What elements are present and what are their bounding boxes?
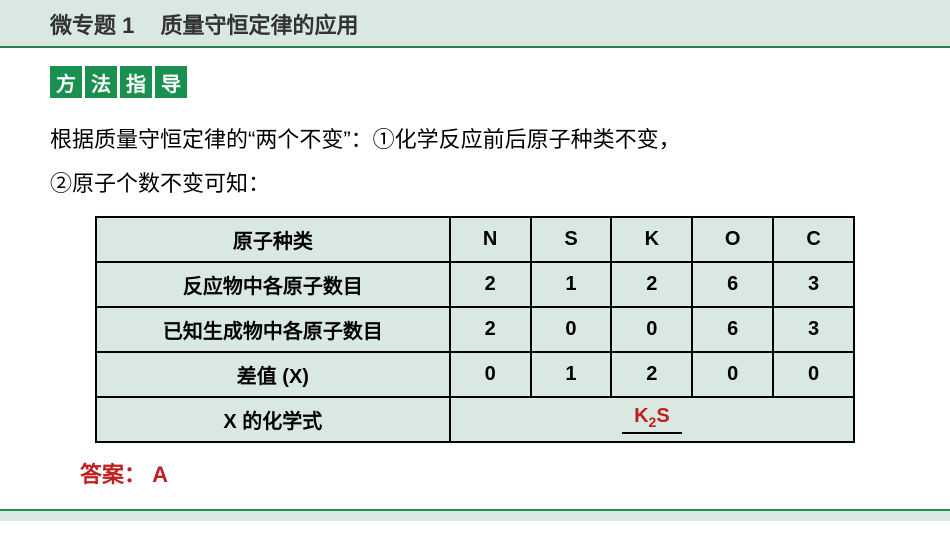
badge-char: 方	[50, 66, 82, 98]
chemical-formula: K2S	[622, 405, 682, 434]
method-guide-badge: 方 法 指 导	[50, 66, 187, 98]
cell: S	[531, 217, 612, 262]
row-header: 原子种类	[96, 217, 450, 262]
cell: 6	[692, 307, 773, 352]
row-header: X 的化学式	[96, 397, 450, 442]
answer-line: 答案： A	[80, 457, 950, 489]
badge-char: 指	[120, 66, 152, 98]
cell: 2	[450, 262, 531, 307]
badge-char: 法	[85, 66, 117, 98]
page-header: 微专题 1 质量守恒定律的应用	[0, 0, 950, 48]
cell: 0	[692, 352, 773, 397]
cell: 0	[450, 352, 531, 397]
cell: 2	[611, 352, 692, 397]
formula-cell: K2S	[450, 397, 854, 442]
table-row: 差值 (X) 0 1 2 0 0	[96, 352, 854, 397]
cell: 0	[531, 307, 612, 352]
table-row: 已知生成物中各原子数目 2 0 0 6 3	[96, 307, 854, 352]
cell: 3	[773, 307, 854, 352]
cell: 0	[611, 307, 692, 352]
row-header: 已知生成物中各原子数目	[96, 307, 450, 352]
formula-prefix: K	[634, 405, 648, 427]
table-row: X 的化学式 K2S	[96, 397, 854, 442]
cell: C	[773, 217, 854, 262]
table-row: 原子种类 N S K O C	[96, 217, 854, 262]
intro-line-2: ②原子个数不变可知：	[50, 162, 900, 206]
formula-suffix: S	[656, 405, 669, 427]
header-title-main: 微专题 1	[50, 13, 134, 38]
row-header: 差值 (X)	[96, 352, 450, 397]
cell: N	[450, 217, 531, 262]
badge-char: 导	[155, 66, 187, 98]
cell: 0	[773, 352, 854, 397]
cell: 3	[773, 262, 854, 307]
cell: 2	[611, 262, 692, 307]
cell: 6	[692, 262, 773, 307]
intro-text: 根据质量守恒定律的“两个不变”：①化学反应前后原子种类不变， ②原子个数不变可知…	[50, 118, 900, 206]
atoms-table-wrapper: 原子种类 N S K O C 反应物中各原子数目 2 1 2 6 3 已知生成物…	[95, 216, 855, 443]
answer-value: A	[152, 462, 168, 487]
answer-label: 答案：	[80, 462, 146, 487]
cell: 1	[531, 262, 612, 307]
footer-bar	[0, 509, 950, 521]
cell: K	[611, 217, 692, 262]
cell: O	[692, 217, 773, 262]
table-row: 反应物中各原子数目 2 1 2 6 3	[96, 262, 854, 307]
intro-line-1: 根据质量守恒定律的“两个不变”：①化学反应前后原子种类不变，	[50, 118, 900, 162]
cell: 2	[450, 307, 531, 352]
header-title-sub: 质量守恒定律的应用	[160, 13, 358, 38]
atoms-table: 原子种类 N S K O C 反应物中各原子数目 2 1 2 6 3 已知生成物…	[95, 216, 855, 443]
cell: 1	[531, 352, 612, 397]
row-header: 反应物中各原子数目	[96, 262, 450, 307]
